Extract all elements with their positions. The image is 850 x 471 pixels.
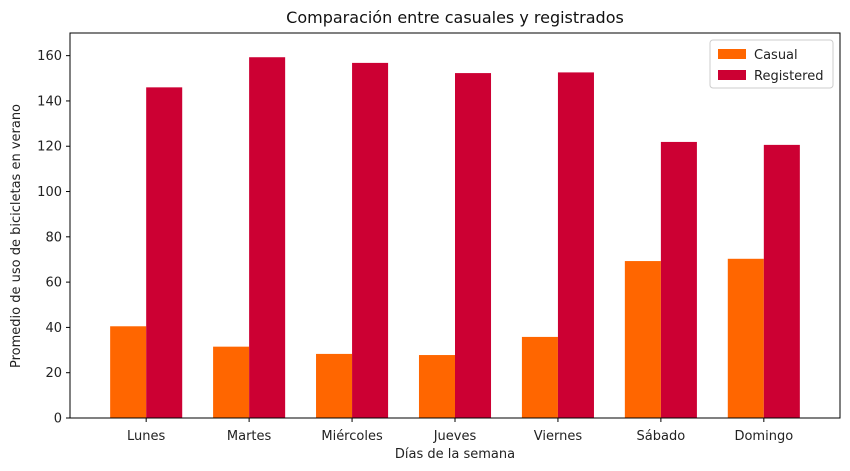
- x-tick-label: Viernes: [534, 429, 583, 444]
- y-tick-label: 100: [37, 185, 62, 200]
- bar-registered-lunes: [146, 87, 183, 418]
- axes-frame: [69, 32, 841, 419]
- y-tick-label: 160: [37, 49, 62, 64]
- x-tick-label: Lunes: [127, 429, 165, 444]
- y-tick-label: 40: [45, 321, 62, 336]
- bar-casual-viernes: [521, 336, 558, 418]
- x-tick-label: Jueves: [433, 429, 477, 444]
- legend-label-casual: Casual: [754, 48, 798, 63]
- plot-area: Lunes Martes Miércoles Jueves Viernes Sábado D…: [37, 32, 841, 444]
- bar-registered-miércoles: [352, 62, 389, 418]
- y-tick-label: 140: [37, 94, 62, 109]
- bar-casual-sábado: [624, 261, 661, 418]
- bar-registered-sábado: [660, 141, 697, 418]
- y-tick-label: 0: [54, 412, 62, 427]
- y-tick-label: 120: [37, 140, 62, 155]
- bar-registered-jueves: [455, 73, 492, 418]
- x-tick-label: Martes: [227, 429, 272, 444]
- x-tick-label: Domingo: [734, 429, 793, 444]
- bar-casual-martes: [213, 346, 250, 418]
- y-tick-label: 80: [45, 230, 62, 245]
- bar-registered-domingo: [763, 144, 800, 418]
- legend: Casual Registered: [709, 39, 834, 89]
- y-axis-title: Promedio de uso de bicicletas en verano: [9, 104, 24, 368]
- bar-registered-martes: [249, 57, 286, 418]
- chart-title: Comparación entre casuales y registrados: [286, 8, 624, 27]
- x-tick-label: Miércoles: [321, 429, 383, 444]
- legend-swatch-registered: [718, 70, 746, 80]
- bar-casual-miércoles: [316, 353, 353, 418]
- bar-casual-domingo: [727, 258, 764, 418]
- y-tick-label: 60: [45, 276, 62, 291]
- bar-registered-viernes: [557, 72, 594, 418]
- y-tick-label: 20: [45, 366, 62, 381]
- bar-casual-jueves: [418, 355, 455, 418]
- x-tick-label: Sábado: [637, 429, 686, 444]
- bar-casual-lunes: [110, 326, 147, 418]
- legend-label-registered: Registered: [754, 69, 824, 84]
- legend-swatch-casual: [718, 49, 746, 59]
- x-axis-title: Días de la semana: [395, 447, 515, 462]
